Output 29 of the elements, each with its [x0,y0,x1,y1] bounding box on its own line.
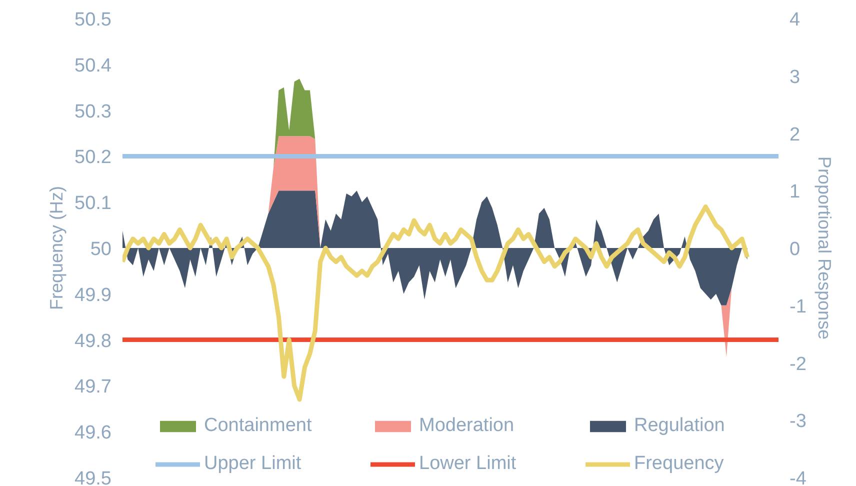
y-tick-label: 50.3 [74,101,112,122]
y-tick-label: 49.8 [74,330,112,352]
y2-tick-label: 1 [790,182,800,203]
y-tick-label: 49.9 [74,284,112,306]
y-axis-title: Frequency (Hz) [46,186,67,310]
line-series [122,204,750,402]
y-tick-label: 49.7 [74,376,112,398]
y2-tick-label: 0 [790,239,800,260]
y2-tick-label: -4 [790,468,807,486]
y2-tick-label: -2 [790,354,806,375]
y2-axis-title: Proportional Response [814,156,834,340]
y2-tick-label: -3 [790,411,806,432]
y-tick-label: 50.1 [74,193,112,214]
legend-label: Regulation [634,415,725,436]
y-tick-label: 50.4 [74,55,112,76]
y-tick-label: 49.6 [74,422,112,444]
y-tick-label: 50.5 [74,10,112,30]
legend-label: Moderation [419,415,516,437]
legend-label: Frequency [634,453,724,474]
y2-tick-label: 4 [790,10,800,30]
legend-label: Lower Limit [419,453,518,475]
y-tick-label: 50 [90,239,112,260]
y2-tick-label: 3 [790,66,800,88]
legend-label: Containment [204,415,313,437]
y2-tick-label: -1 [790,296,806,318]
y-tick-label: 50.2 [74,147,112,168]
legend-label: Upper Limit [204,453,302,475]
y-tick-label: 49.5 [74,468,112,486]
y2-tick-label: 2 [790,124,800,146]
